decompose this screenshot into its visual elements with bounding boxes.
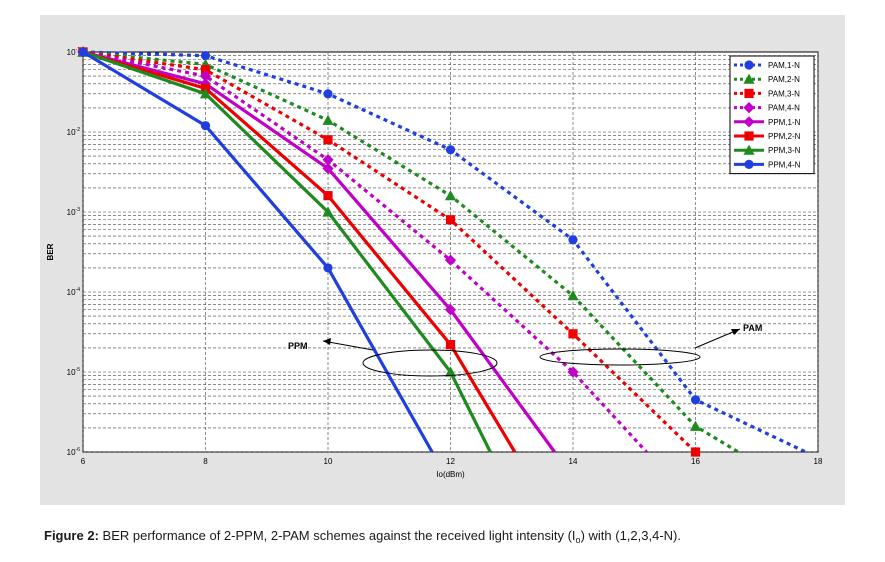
ppm-arrowhead [323,338,331,345]
data-point [444,190,457,201]
ppm-arrow [322,340,374,351]
legend-entry: PAM,2-N [734,73,800,84]
data-point [78,47,88,57]
ber-chart: 6 8 10 12 14 16 18 10-1 10-2 10-3 10-4 10-5 10-6 Io(d… [46,46,823,479]
data-point [200,51,211,61]
data-point [690,447,701,457]
figure-caption: Figure 2: BER performance of 2-PPM, 2-PA… [44,528,864,545]
data-point [444,304,457,316]
series-layer [77,46,807,457]
data-point [689,420,702,431]
data-point [200,121,211,131]
data-point [323,263,333,273]
x-tick-label: 14 [569,457,578,466]
data-point [322,162,334,175]
x-tick-label: 6 [81,457,86,466]
data-point [690,395,701,405]
legend-marker [744,159,754,169]
x-axis-label: Io(dBm) [436,470,465,479]
legend-label: PPM,3-N [768,146,801,155]
ppm-ellipse [362,349,498,377]
legend-entry: PAM,3-N [734,88,800,98]
series-line [83,50,434,453]
series-ppm-4-n [78,47,434,453]
legend-marker [744,131,754,141]
legend-entry: PPM,4-N [734,159,801,169]
legend-label: PAM,3-N [768,89,800,98]
legend-entry: PAM,1-N [734,60,800,70]
legend-label: PPM,4-N [768,160,801,169]
legend-marker [743,116,755,128]
data-point [322,114,334,125]
x-tick-label: 16 [691,457,700,466]
caption-subscript: o [575,535,581,545]
legend-entry: PPM,2-N [734,131,801,141]
series-line [83,50,648,454]
data-point [199,88,212,99]
series-line [83,50,697,454]
y-tick-label: 10-5 [67,367,81,377]
annotation-pam: PAM [743,323,762,333]
annotations [322,328,741,377]
data-point [567,290,579,301]
data-point [444,254,457,266]
annotation-ppm: PPM [288,341,308,351]
data-point [323,135,333,145]
figure-panel: 6 8 10 12 14 16 18 10-1 10-2 10-3 10-4 10-5 10-6 Io(d… [40,15,845,505]
x-tick-label: 12 [446,457,455,466]
y-tick-label: 10-3 [67,207,81,217]
legend-marker [744,60,754,70]
y-tick-label: 10-2 [67,127,81,137]
caption-text-end: ) with (1,2,3,4-N). [580,528,681,543]
legend-marker [743,144,755,155]
legend-entry: PPM,1-N [734,116,801,128]
data-point [567,366,579,378]
data-point [568,235,578,245]
data-point [444,366,457,377]
x-tick-label: 18 [814,457,823,466]
pam-arrow [694,328,741,349]
legend-label: PPM,2-N [768,132,801,141]
legend-entry: PPM,3-N [734,144,801,155]
data-point [322,206,334,217]
legend-label: PPM,1-N [768,118,801,127]
data-point [323,89,333,99]
x-tick-label: 10 [324,457,333,466]
data-point [200,65,211,75]
data-point [322,154,334,166]
data-point [445,145,456,155]
x-tick-label: 8 [203,457,208,466]
data-point [445,340,456,350]
caption-text: BER performance of 2-PPM, 2-PAM schemes … [102,528,576,543]
y-tick-label: 10-4 [67,287,81,297]
legend-marker [743,102,755,114]
legend-label: PAM,1-N [768,61,800,70]
legend-entry: PAM,4-N [734,102,800,114]
y-tick-label: 10-1 [67,47,81,57]
legend-label: PAM,2-N [768,75,800,84]
data-point [568,329,578,339]
legend-label: PAM,4-N [768,104,800,113]
legend: PAM,1-N PAM,2-N PAM,3-N PAM,4-N PPM,1-N PPM,2… [729,55,815,175]
y-tick-label: 10-6 [67,447,81,457]
legend-marker [743,73,755,84]
legend-box [729,55,815,175]
caption-label: Figure 2: [44,528,99,543]
data-point [445,215,456,225]
pam-arrowhead [731,329,740,335]
legend-marker [744,88,754,98]
pam-ellipse [539,348,701,366]
data-point [323,191,333,201]
y-axis-label: BER [46,243,55,260]
